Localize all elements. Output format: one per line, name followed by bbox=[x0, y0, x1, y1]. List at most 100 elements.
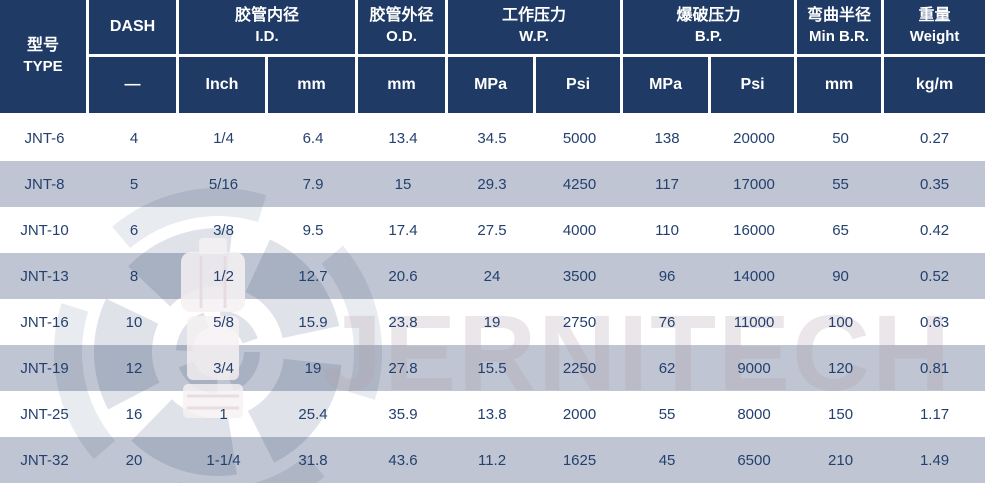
table-row: JNT-16 10 5/8 15.9 23.8 19 2750 76 11000 100 0.63 bbox=[0, 299, 985, 345]
cell: 5000 bbox=[562, 129, 597, 147]
col-header-id: 胶管内径 I.D. bbox=[179, 0, 359, 57]
cell: 50 bbox=[832, 129, 849, 147]
cell-type: JNT-19 bbox=[20, 359, 69, 377]
subheader-wp-mpa: MPa bbox=[448, 57, 537, 115]
col-header-dash: DASH bbox=[89, 0, 179, 57]
col-header-weight-en: Weight bbox=[909, 28, 960, 45]
cell: 6500 bbox=[737, 451, 771, 469]
cell: 1-1/4 bbox=[206, 451, 241, 469]
table-body: JNT-6 4 1/4 6.4 13.4 34.5 5000 138 20000 50 0.27 JN… bbox=[0, 115, 985, 483]
cell: 90 bbox=[832, 267, 849, 285]
cell: 5 bbox=[129, 175, 139, 193]
cell: 6 bbox=[129, 221, 139, 239]
cell: 62 bbox=[658, 359, 676, 377]
col-header-weight-zh: 重量 bbox=[918, 7, 951, 25]
col-header-weight: 重量 Weight bbox=[884, 0, 985, 57]
cell: 8000 bbox=[737, 405, 771, 423]
cell: 150 bbox=[828, 405, 854, 423]
cell: 27.8 bbox=[388, 359, 418, 377]
cell: 17.4 bbox=[388, 221, 418, 239]
table-header: 型号 TYPE DASH 胶管内径 I.D. 胶管外径 O.D. 工作压力 W.… bbox=[0, 0, 985, 115]
subheader-od-mm: mm bbox=[358, 57, 449, 115]
col-header-wp-en: W.P. bbox=[519, 28, 549, 45]
cell: 34.5 bbox=[477, 129, 507, 147]
cell: 210 bbox=[828, 451, 854, 469]
subheader-wp-psi: Psi bbox=[536, 57, 624, 115]
subheader-bp-mpa: MPa bbox=[623, 57, 712, 115]
cell: 1625 bbox=[562, 451, 597, 469]
col-header-type-zh: 型号 bbox=[26, 36, 59, 54]
zebra-stripes-background bbox=[0, 115, 985, 483]
cell: 11000 bbox=[733, 313, 775, 331]
cell: 55 bbox=[658, 405, 676, 423]
cell: 0.52 bbox=[919, 267, 950, 285]
cell: 17000 bbox=[733, 175, 775, 193]
cell: 11.2 bbox=[477, 451, 507, 469]
cell: 1.49 bbox=[919, 451, 950, 469]
cell: 76 bbox=[658, 313, 676, 331]
cell: 15 bbox=[394, 175, 412, 193]
cell: 24 bbox=[483, 267, 501, 285]
cell: 138 bbox=[654, 129, 680, 147]
cell: 4250 bbox=[562, 175, 597, 193]
cell: 117 bbox=[655, 175, 679, 193]
cell: 2000 bbox=[562, 405, 597, 423]
cell: 0.35 bbox=[919, 175, 950, 193]
cell: 15.9 bbox=[298, 313, 328, 331]
col-header-id-en: I.D. bbox=[255, 28, 279, 45]
cell: 9000 bbox=[737, 359, 771, 377]
cell: 43.6 bbox=[388, 451, 418, 469]
cell: 3/4 bbox=[213, 359, 234, 377]
cell: 4000 bbox=[562, 221, 597, 239]
cell-type: JNT-13 bbox=[20, 267, 69, 285]
cell: 12 bbox=[125, 359, 143, 377]
cell: 5/8 bbox=[213, 313, 234, 331]
cell: 9.5 bbox=[302, 221, 324, 239]
cell-type: JNT-10 bbox=[20, 221, 69, 239]
cell: 1 bbox=[219, 405, 228, 423]
cell: 19 bbox=[304, 359, 322, 377]
col-header-bp-zh: 爆破压力 bbox=[676, 7, 741, 25]
cell: 1/2 bbox=[213, 267, 234, 285]
cell: 7.9 bbox=[302, 175, 324, 193]
col-header-wp: 工作压力 W.P. bbox=[448, 0, 624, 57]
col-header-type-en: TYPE bbox=[23, 57, 63, 75]
table-row: JNT-13 8 1/2 12.7 20.6 24 3500 96 14000 90 0.52 bbox=[0, 253, 985, 299]
cell: 23.8 bbox=[388, 313, 418, 331]
cell: 0.42 bbox=[919, 221, 950, 239]
col-header-br-zh: 弯曲半径 bbox=[807, 7, 872, 25]
cell: 10 bbox=[125, 313, 143, 331]
cell: 13.8 bbox=[477, 405, 507, 423]
cell: 19 bbox=[483, 313, 501, 331]
cell: 20.6 bbox=[388, 267, 418, 285]
cell: 4 bbox=[129, 129, 139, 147]
col-header-type: 型号 TYPE bbox=[0, 0, 89, 115]
cell: 20000 bbox=[733, 129, 775, 147]
subheader-id-mm: mm bbox=[268, 57, 359, 115]
col-header-od: 胶管外径 O.D. bbox=[358, 0, 449, 57]
cell: 27.5 bbox=[477, 221, 507, 239]
col-header-od-zh: 胶管外径 bbox=[369, 7, 434, 25]
table-row: JNT-10 6 3/8 9.5 17.4 27.5 4000 110 16000 65 0.42 bbox=[0, 207, 985, 253]
cell-type: JNT-6 bbox=[24, 129, 65, 147]
table-row: JNT-25 16 1 25.4 35.9 13.8 2000 55 8000 150 1.17 bbox=[0, 391, 985, 437]
cell: 25.4 bbox=[298, 405, 328, 423]
col-header-wp-zh: 工作压力 bbox=[502, 7, 567, 25]
cell-type: JNT-25 bbox=[20, 405, 69, 423]
cell: 20 bbox=[125, 451, 143, 469]
cell: 2250 bbox=[562, 359, 597, 377]
subheader-id-inch: Inch bbox=[179, 57, 268, 115]
table-row: JNT-19 12 3/4 19 27.8 15.5 2250 62 9000 120 0.81 bbox=[0, 345, 985, 391]
cell: 12.7 bbox=[298, 267, 328, 285]
cell-type: JNT-32 bbox=[20, 451, 69, 469]
col-header-br: 弯曲半径 Min B.R. bbox=[797, 0, 885, 57]
cell: 8 bbox=[129, 267, 139, 285]
cell: 45 bbox=[658, 451, 676, 469]
cell-type: JNT-16 bbox=[20, 313, 69, 331]
cell: 2750 bbox=[562, 313, 597, 331]
cell: 0.81 bbox=[919, 359, 950, 377]
cell: 65 bbox=[832, 221, 849, 239]
col-header-br-en: Min B.R. bbox=[809, 28, 870, 45]
subheader-bp-psi: Psi bbox=[711, 57, 798, 115]
